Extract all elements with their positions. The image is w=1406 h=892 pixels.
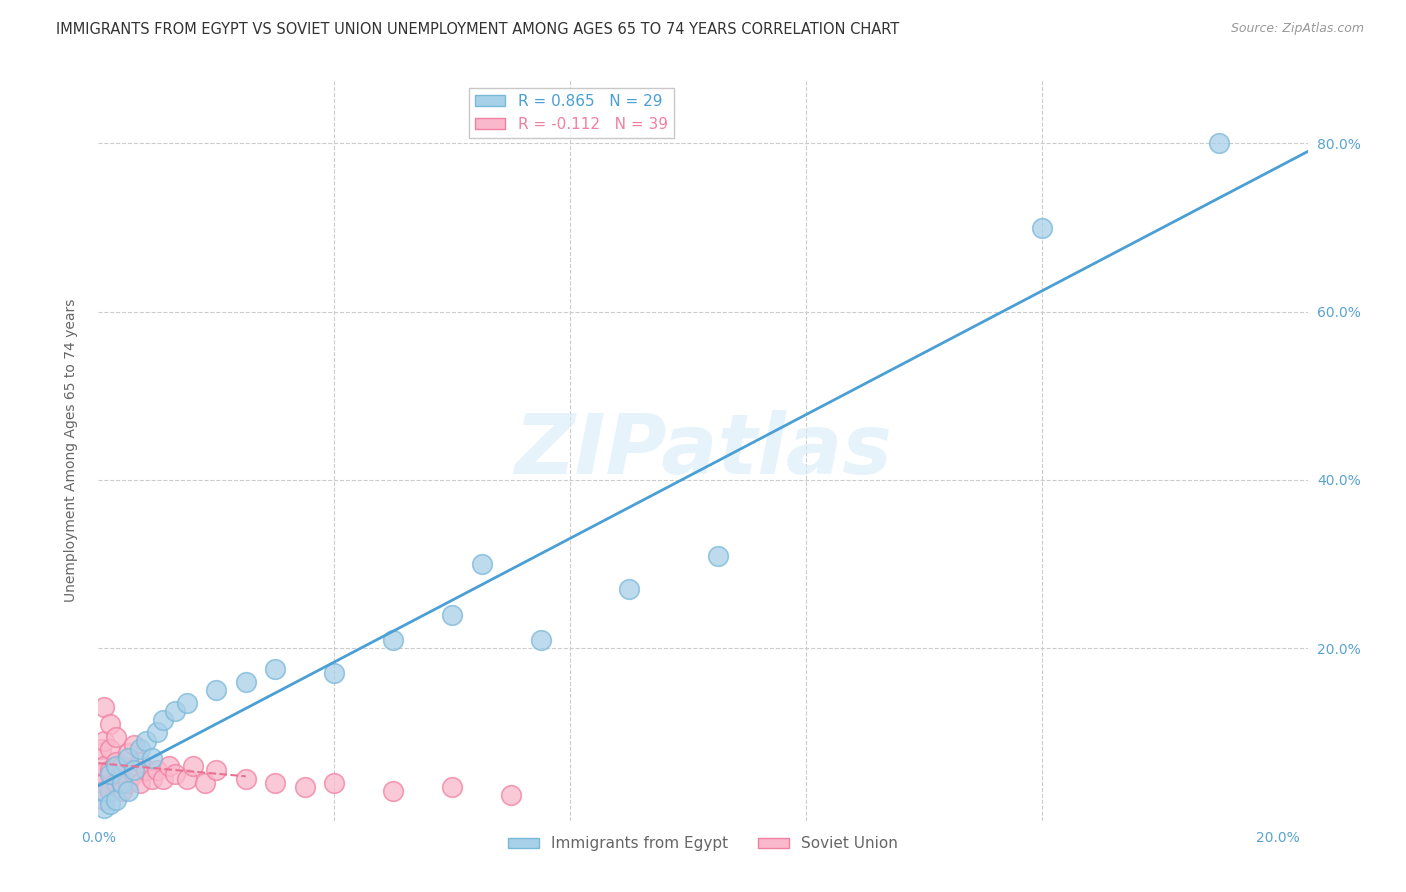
Point: [117, 784, 139, 798]
Text: Source: ZipAtlas.com: Source: ZipAtlas.com: [1230, 22, 1364, 36]
Point: [264, 776, 287, 790]
Point: [146, 725, 169, 739]
Point: [152, 772, 174, 786]
Point: [135, 733, 157, 747]
Point: [117, 776, 139, 790]
Point: [146, 763, 169, 777]
Point: [205, 763, 228, 777]
Point: [382, 632, 405, 647]
Point: [128, 755, 150, 769]
Point: [122, 738, 145, 752]
Point: [98, 742, 121, 756]
Point: [111, 759, 134, 773]
Point: [619, 582, 641, 597]
Point: [194, 776, 217, 790]
Point: [93, 784, 115, 798]
Point: [105, 776, 128, 790]
Legend: Immigrants from Egypt, Soviet Union: Immigrants from Egypt, Soviet Union: [502, 830, 904, 857]
Point: [98, 797, 121, 811]
Point: [294, 780, 316, 794]
Point: [323, 666, 346, 681]
Point: [122, 767, 145, 781]
Point: [128, 776, 150, 790]
Point: [441, 780, 464, 794]
Point: [93, 700, 115, 714]
Text: ZIPatlas: ZIPatlas: [515, 410, 891, 491]
Point: [90, 742, 112, 756]
Point: [105, 730, 128, 744]
Point: [471, 557, 494, 571]
Point: [105, 792, 128, 806]
Point: [1208, 136, 1230, 151]
Text: IMMIGRANTS FROM EGYPT VS SOVIET UNION UNEMPLOYMENT AMONG AGES 65 TO 74 YEARS COR: IMMIGRANTS FROM EGYPT VS SOVIET UNION UN…: [56, 22, 900, 37]
Point: [98, 763, 121, 777]
Point: [141, 772, 163, 786]
Point: [111, 784, 134, 798]
Point: [141, 750, 163, 764]
Point: [176, 772, 198, 786]
Point: [235, 772, 257, 786]
Point: [1031, 220, 1053, 235]
Point: [501, 789, 523, 803]
Point: [128, 742, 150, 756]
Point: [165, 767, 187, 781]
Point: [530, 632, 553, 647]
Point: [105, 759, 128, 773]
Point: [205, 683, 228, 698]
Point: [98, 767, 121, 781]
Point: [93, 733, 115, 747]
Point: [157, 759, 180, 773]
Point: [323, 776, 346, 790]
Point: [111, 776, 134, 790]
Point: [382, 784, 405, 798]
Point: [105, 755, 128, 769]
Y-axis label: Unemployment Among Ages 65 to 74 years: Unemployment Among Ages 65 to 74 years: [63, 299, 77, 602]
Point: [122, 763, 145, 777]
Point: [93, 759, 115, 773]
Point: [176, 696, 198, 710]
Point: [90, 767, 112, 781]
Point: [135, 763, 157, 777]
Point: [706, 549, 728, 563]
Point: [98, 784, 121, 798]
Point: [117, 747, 139, 761]
Point: [93, 792, 115, 806]
Point: [93, 801, 115, 815]
Point: [165, 704, 187, 718]
Point: [93, 776, 115, 790]
Point: [441, 607, 464, 622]
Point: [264, 662, 287, 676]
Point: [117, 750, 139, 764]
Point: [98, 717, 121, 731]
Point: [181, 759, 204, 773]
Point: [152, 713, 174, 727]
Point: [235, 674, 257, 689]
